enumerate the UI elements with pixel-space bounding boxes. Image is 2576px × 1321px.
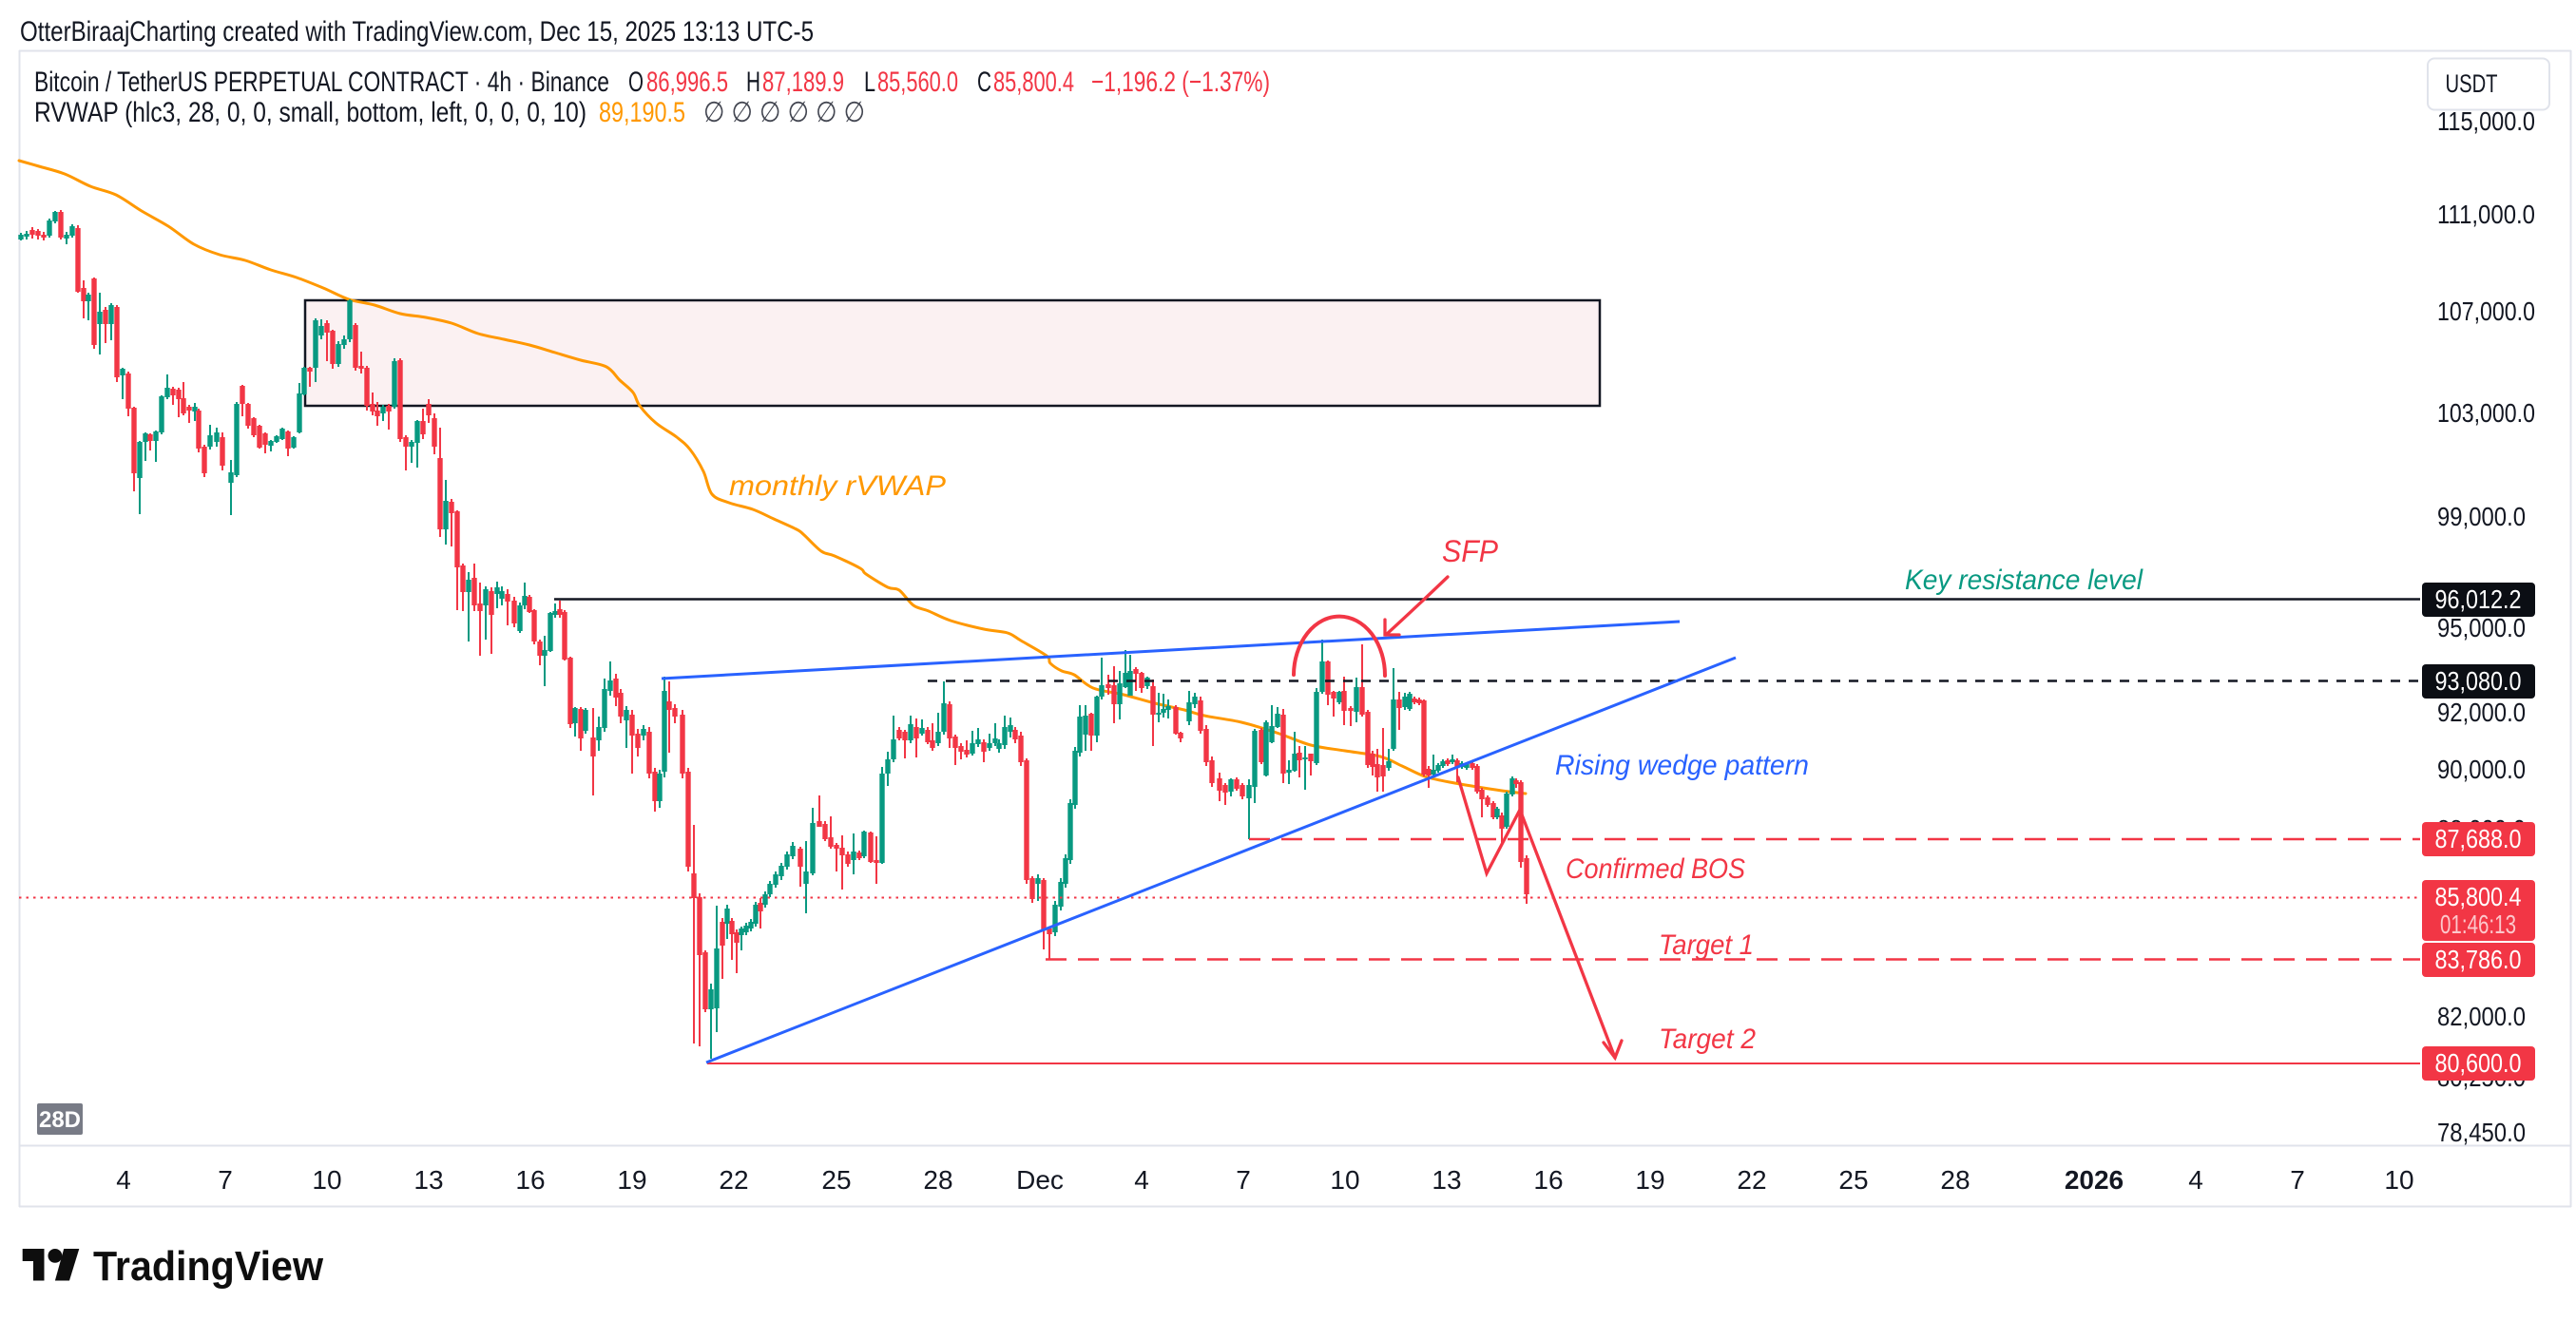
svg-text:89,190.5: 89,190.5	[599, 97, 685, 128]
svg-text:82,000.0: 82,000.0	[2437, 1002, 2526, 1031]
svg-text:96,012.2: 96,012.2	[2435, 584, 2522, 614]
svg-text:4: 4	[116, 1165, 131, 1195]
svg-text:7: 7	[1236, 1165, 1251, 1195]
svg-text:103,000.0: 103,000.0	[2437, 398, 2535, 428]
svg-text:16: 16	[1533, 1165, 1563, 1195]
svg-text:7: 7	[2290, 1165, 2305, 1195]
svg-text:25: 25	[1838, 1165, 1868, 1195]
svg-text:−1,196.2 (−1.37%): −1,196.2 (−1.37%)	[1091, 67, 1270, 98]
svg-text:H: H	[746, 67, 760, 98]
svg-text:85,800.4: 85,800.4	[993, 67, 1074, 98]
svg-text:78,450.0: 78,450.0	[2437, 1118, 2526, 1147]
svg-text:90,000.0: 90,000.0	[2437, 755, 2526, 784]
svg-text:10: 10	[2384, 1165, 2413, 1195]
svg-text:USDT: USDT	[2446, 69, 2498, 98]
svg-text:Dec: Dec	[1016, 1165, 1064, 1195]
svg-text:92,000.0: 92,000.0	[2437, 698, 2526, 727]
svg-text:7: 7	[218, 1165, 233, 1195]
svg-text:C: C	[977, 67, 991, 98]
svg-text:Confirmed BOS: Confirmed BOS	[1566, 853, 1745, 885]
svg-text:28D: 28D	[39, 1107, 81, 1133]
svg-text:87,189.9: 87,189.9	[762, 67, 844, 98]
svg-text:83,786.0: 83,786.0	[2435, 945, 2522, 974]
svg-text:OtterBiraajCharting created wi: OtterBiraajCharting created with Trading…	[20, 16, 814, 48]
svg-text:16: 16	[515, 1165, 545, 1195]
svg-text:Bitcoin / TetherUS PERPETUAL C: Bitcoin / TetherUS PERPETUAL CONTRACT · …	[34, 67, 609, 98]
svg-text:10: 10	[312, 1165, 341, 1195]
svg-text:2026: 2026	[2065, 1165, 2124, 1195]
svg-text:107,000.0: 107,000.0	[2437, 297, 2535, 326]
svg-text:01:46:13: 01:46:13	[2440, 909, 2516, 939]
svg-text:111,000.0: 111,000.0	[2437, 200, 2535, 229]
svg-text:Target 2: Target 2	[1659, 1024, 1756, 1055]
svg-text:SFP: SFP	[1442, 534, 1499, 568]
svg-text:10: 10	[1330, 1165, 1359, 1195]
svg-text:TradingView: TradingView	[93, 1243, 324, 1290]
svg-text:19: 19	[617, 1165, 646, 1195]
svg-text:L: L	[864, 67, 875, 98]
svg-text:25: 25	[821, 1165, 851, 1195]
svg-text:28: 28	[923, 1165, 952, 1195]
svg-text:85,800.4: 85,800.4	[2435, 882, 2522, 911]
svg-text:22: 22	[1737, 1165, 1766, 1195]
svg-text:13: 13	[1432, 1165, 1461, 1195]
svg-text:99,000.0: 99,000.0	[2437, 502, 2526, 531]
svg-text:4: 4	[1134, 1165, 1149, 1195]
svg-text:13: 13	[413, 1165, 443, 1195]
svg-text:4: 4	[2188, 1165, 2203, 1195]
svg-text:19: 19	[1635, 1165, 1664, 1195]
svg-text:∅ ∅ ∅ ∅ ∅ ∅: ∅ ∅ ∅ ∅ ∅ ∅	[703, 97, 865, 128]
svg-text:monthly rVWAP: monthly rVWAP	[729, 470, 946, 502]
svg-text:22: 22	[719, 1165, 748, 1195]
svg-text:86,996.5: 86,996.5	[646, 67, 728, 98]
svg-text:87,688.0: 87,688.0	[2435, 824, 2522, 853]
svg-text:93,080.0: 93,080.0	[2435, 666, 2522, 696]
svg-text:115,000.0: 115,000.0	[2437, 106, 2535, 136]
svg-text:Rising wedge pattern: Rising wedge pattern	[1555, 750, 1809, 781]
svg-text:80,600.0: 80,600.0	[2435, 1048, 2522, 1078]
svg-text:28: 28	[1940, 1165, 1970, 1195]
svg-text:85,560.0: 85,560.0	[877, 67, 958, 98]
svg-text:Target 1: Target 1	[1659, 929, 1754, 961]
svg-text:O: O	[628, 67, 644, 98]
svg-text:RVWAP (hlc3, 28, 0, 0, small,: RVWAP (hlc3, 28, 0, 0, small, bottom, le…	[34, 97, 586, 128]
svg-text:95,000.0: 95,000.0	[2437, 613, 2526, 642]
svg-text:Key resistance level: Key resistance level	[1905, 565, 2143, 596]
